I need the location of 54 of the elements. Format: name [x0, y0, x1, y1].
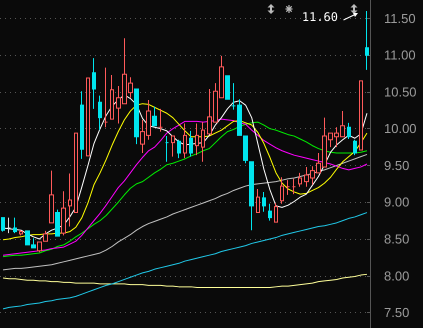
candlestick — [158, 108, 163, 132]
annotation: 11.60 — [302, 10, 338, 24]
candlestick — [195, 123, 199, 156]
candlestick — [110, 74, 114, 120]
candlestick — [177, 139, 181, 159]
candlestick — [80, 90, 84, 160]
y-tick-label: 9.00 — [384, 194, 410, 210]
candlestick — [165, 136, 169, 162]
candlestick — [353, 139, 357, 156]
candlestick — [13, 217, 17, 234]
candlestick — [43, 230, 48, 242]
line-series — [2, 212, 368, 310]
candlestick — [86, 77, 90, 156]
candlestick — [225, 75, 230, 100]
candlestick — [68, 173, 72, 228]
candlestick — [92, 58, 96, 110]
candlestick — [55, 209, 60, 237]
y-tick-label: 11.00 — [384, 48, 416, 63]
candlestick — [347, 122, 351, 140]
candlestick — [74, 132, 78, 214]
line-series — [2, 274, 368, 288]
candlestick — [98, 95, 102, 131]
candlestick — [280, 176, 284, 204]
candlestick — [365, 10, 369, 70]
candlestick — [171, 136, 175, 158]
y-tick-label: 8.50 — [384, 232, 410, 247]
candlestick — [359, 80, 363, 151]
candlestick — [19, 230, 23, 236]
y-tick-label: 11.50 — [384, 10, 416, 26]
candlestick — [61, 190, 66, 236]
y-tick-label: 7.50 — [384, 305, 410, 320]
candlestick — [7, 217, 11, 234]
y-tick-label: 10.00 — [384, 121, 417, 136]
y-tick-label: 9.50 — [384, 158, 410, 173]
candlestick — [286, 180, 290, 196]
candlestick — [183, 123, 187, 159]
candlestick — [134, 88, 139, 145]
candlestick — [262, 191, 266, 212]
line-series — [2, 154, 368, 270]
candlestick — [189, 130, 193, 158]
candlestick — [49, 170, 54, 224]
candlestick — [152, 106, 157, 126]
candlestick — [37, 241, 42, 253]
candlestick — [104, 67, 108, 128]
y-tick-label: 8.00 — [384, 268, 410, 284]
candlestick — [274, 202, 278, 223]
candlestick — [298, 172, 302, 188]
candlestick — [292, 178, 296, 195]
candlestick — [1, 217, 5, 232]
candlestick — [268, 203, 272, 222]
candlestick — [256, 188, 260, 214]
y-tick-label: 10.50 — [384, 84, 417, 100]
candlestick — [249, 161, 254, 231]
candlestick — [201, 122, 205, 162]
